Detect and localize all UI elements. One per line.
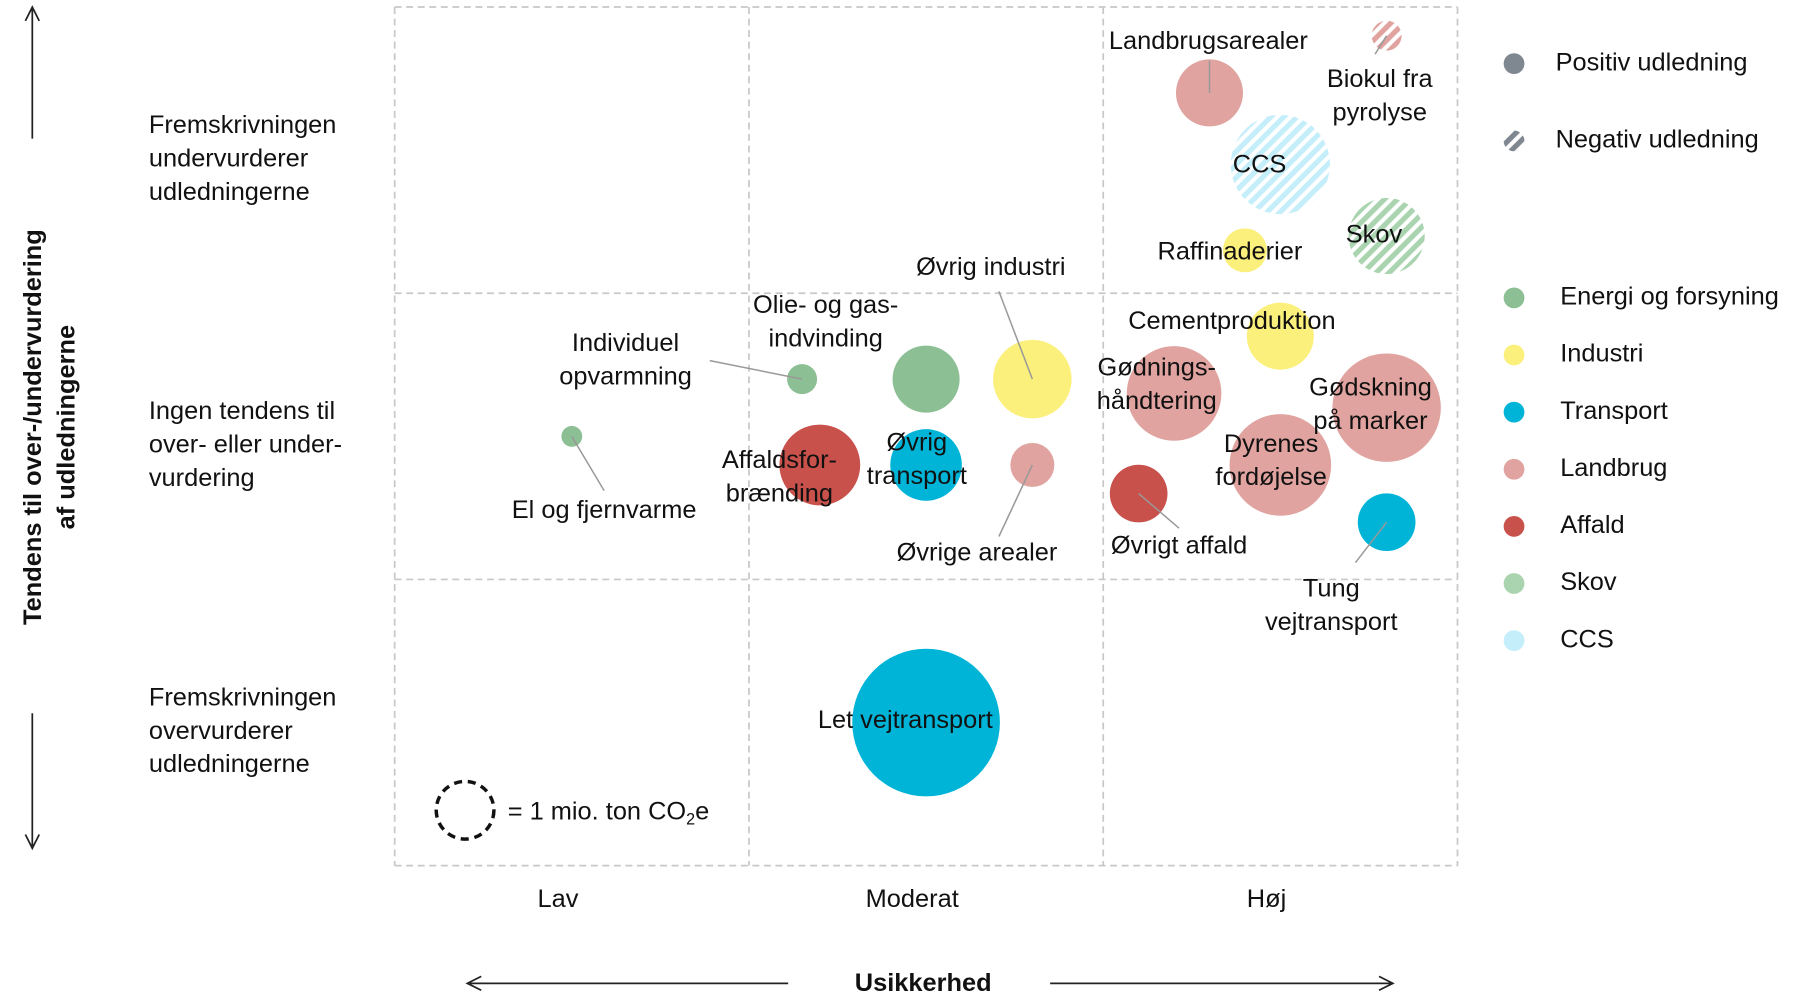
bubble xyxy=(787,364,818,395)
legend-label: Negativ udledning xyxy=(1556,126,1759,154)
bubble-label: Biokul fra pyrolyse xyxy=(1327,65,1434,126)
bubble-label: Gødskning på marker xyxy=(1309,373,1432,434)
legend-marker xyxy=(1503,287,1525,309)
bubble-label: Raffinaderier xyxy=(1158,237,1303,265)
arrow-left xyxy=(465,975,789,992)
leader-line xyxy=(998,291,1034,380)
legend-marker xyxy=(1503,130,1525,152)
bubble xyxy=(1126,346,1222,441)
bubble xyxy=(892,345,960,413)
legend-marker xyxy=(1503,458,1525,480)
bubble xyxy=(852,648,1000,797)
bubble-label: Cementproduktion xyxy=(1128,307,1335,335)
bubble-label: Let vejtransport xyxy=(818,706,993,734)
arrow-up xyxy=(24,5,41,139)
y-axis-title: Tendens til over-/undervurdering af udled… xyxy=(19,229,80,625)
x-tick-label: Lav xyxy=(537,885,578,913)
bubble-label: Affaldsfor-brænding xyxy=(722,446,837,507)
legend-marker xyxy=(1503,401,1525,423)
leader-line xyxy=(571,435,605,491)
x-tick-label: Moderat xyxy=(866,885,959,913)
bubble xyxy=(1246,302,1314,370)
legend-marker xyxy=(1503,53,1525,74)
legend-label: Transport xyxy=(1560,397,1668,425)
bubble-label: Øvrige arealer xyxy=(897,539,1058,567)
leader-line xyxy=(998,464,1034,537)
bubble-label: Landbrugsarealer xyxy=(1109,27,1308,55)
bubble xyxy=(890,429,962,501)
size-legend-label: = 1 mio. ton CO2e xyxy=(508,797,710,829)
bubble-label: CCS xyxy=(1233,150,1287,178)
leader-line xyxy=(1374,35,1388,55)
bubble-label: Individuel opvarmning xyxy=(559,329,692,390)
y-tick-label: Fremskrivningen overvurderer udledningerne xyxy=(149,683,337,778)
legend-marker xyxy=(1503,515,1525,537)
bubble xyxy=(1230,114,1330,215)
bubble-label: El og fjernvarme xyxy=(512,496,697,524)
bubble xyxy=(1222,228,1267,273)
bubble xyxy=(1229,414,1332,516)
legend-marker xyxy=(1503,344,1525,366)
legend-label: Landbrug xyxy=(1560,454,1667,482)
size-legend-text: = 1 mio. ton CO xyxy=(508,797,686,825)
y-tick-label: Ingen tendens til over- eller under-vurde… xyxy=(149,397,342,492)
bubble xyxy=(1332,353,1441,462)
bubble-label: Olie- og gas-indvinding xyxy=(753,291,898,352)
bubble xyxy=(1348,197,1425,275)
legend-label: Industri xyxy=(1560,340,1643,368)
bubble-label: Øvrig industri xyxy=(916,253,1065,281)
legend-label: Affald xyxy=(1560,511,1624,539)
bubble-label: Gødnings-håndtering xyxy=(1097,353,1217,414)
leader-line xyxy=(1138,493,1180,529)
bubble-label: Øvrig transport xyxy=(867,428,967,489)
leader-line xyxy=(1354,521,1388,564)
x-axis-title: Usikkerhed xyxy=(855,969,992,995)
y-axis-arrows xyxy=(24,5,1395,992)
legend-label: Positiv udledning xyxy=(1556,48,1748,76)
size-legend-sub: 2 xyxy=(686,811,695,829)
bubble xyxy=(561,425,583,447)
legend-marker xyxy=(1503,573,1525,594)
legend-label: Skov xyxy=(1560,568,1617,596)
arrow-down xyxy=(24,713,41,851)
bubble-label: Tung vejtransport xyxy=(1265,574,1398,635)
arrow-right xyxy=(1050,975,1395,992)
legend-label: CCS xyxy=(1560,625,1614,653)
bubble-label: Skov xyxy=(1346,221,1403,249)
size-legend-suffix: e xyxy=(695,797,709,825)
bubble-label: Dyrenes fordøjelse xyxy=(1215,429,1326,490)
legend-label: Energi og forsyning xyxy=(1560,283,1779,311)
bubble xyxy=(1357,493,1416,552)
bubble-label: Øvrigt affald xyxy=(1111,531,1247,559)
legend-marker xyxy=(1503,630,1525,651)
size-legend-circle xyxy=(434,779,496,841)
bubble xyxy=(779,424,861,506)
x-tick-label: Høj xyxy=(1247,885,1286,913)
y-tick-label: Fremskrivningen undervurderer udledningern… xyxy=(149,111,337,206)
leader-line xyxy=(709,359,803,380)
